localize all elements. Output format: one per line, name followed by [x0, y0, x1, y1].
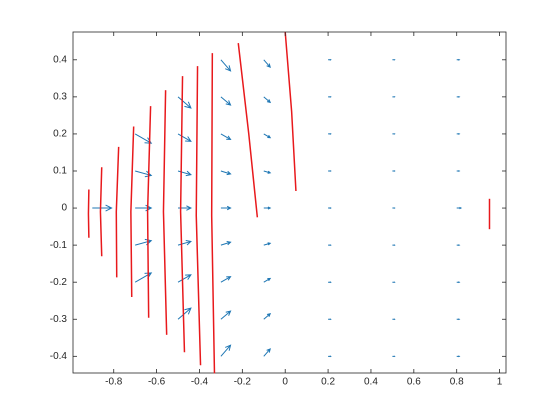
x-tick-label: 0.4: [364, 377, 378, 388]
level-line: [162, 90, 168, 335]
arrow: [177, 133, 192, 142]
x-tick-label: 0.2: [321, 377, 335, 388]
level-line: [130, 126, 135, 298]
arrow: [263, 133, 272, 139]
arrow: [328, 318, 332, 321]
arrow: [456, 206, 463, 210]
arrow: [92, 204, 113, 212]
y-tick-label: 0: [61, 203, 67, 214]
arrow: [263, 277, 272, 283]
x-tick-label: -0.2: [234, 377, 252, 388]
arrow: [392, 244, 396, 246]
arrow: [220, 133, 232, 141]
x-tick-label: 0.8: [450, 377, 464, 388]
level-line: [179, 76, 186, 353]
arrow: [177, 307, 192, 320]
arrow: [220, 310, 232, 320]
arrow: [263, 96, 272, 104]
arrow: [328, 281, 332, 284]
arrow: [263, 206, 272, 210]
level-line: [146, 106, 152, 318]
y-tick-label: -0.4: [50, 351, 68, 362]
arrow: [328, 355, 332, 358]
x-tick-label: 1: [497, 377, 503, 388]
y-tick-label: -0.1: [50, 240, 68, 251]
arrow: [263, 348, 271, 357]
level-line: [195, 66, 202, 366]
x-tick-label: -0.4: [191, 377, 209, 388]
level-line: [284, 31, 297, 192]
arrow: [177, 96, 192, 109]
arrow: [134, 133, 153, 144]
arrow: [456, 281, 461, 284]
arrow: [177, 170, 192, 177]
arrow: [456, 95, 461, 98]
arrow: [456, 133, 461, 135]
arrow: [392, 355, 396, 358]
arrow: [220, 59, 232, 72]
arrow: [177, 274, 192, 283]
arrow: [328, 207, 332, 209]
arrow: [328, 133, 332, 135]
arrow: [220, 170, 232, 176]
axes-box: [72, 31, 507, 374]
arrow: [263, 59, 271, 69]
arrow: [220, 96, 232, 106]
arrow: [220, 276, 232, 283]
arrow: [456, 170, 461, 172]
arrow: [392, 133, 396, 135]
level-line: [210, 53, 216, 374]
y-tick-label: -0.2: [50, 277, 68, 288]
arrow: [263, 242, 272, 246]
arrow: [328, 58, 332, 61]
arrow: [220, 241, 232, 246]
arrow: [328, 95, 332, 98]
level-line: [99, 167, 103, 257]
arrow: [392, 96, 396, 98]
y-tick-label: 0.1: [53, 166, 67, 177]
y-tick-label: -0.3: [50, 314, 68, 325]
arrow: [392, 58, 396, 61]
arrow: [392, 318, 396, 321]
arrow: [456, 355, 461, 358]
x-tick-label: -0.6: [148, 377, 166, 388]
x-tick-label: 0: [282, 377, 288, 388]
y-tick-label: 0.3: [53, 92, 67, 103]
arrow: [263, 170, 272, 174]
arrow: [220, 344, 232, 357]
arrow: [263, 312, 272, 320]
arrow: [328, 244, 332, 247]
arrow: [456, 244, 461, 247]
arrow: [220, 205, 232, 211]
y-tick-label: 0.2: [53, 129, 67, 140]
arrow: [392, 281, 396, 284]
level-line: [237, 43, 259, 218]
arrow: [392, 207, 396, 209]
arrow: [328, 170, 332, 172]
arrow: [392, 170, 396, 172]
level-line: [115, 146, 120, 278]
arrow: [177, 239, 192, 246]
arrow: [456, 318, 461, 321]
arrow: [456, 58, 461, 61]
x-tick-label: 0.6: [407, 377, 421, 388]
x-tick-label: -0.8: [105, 377, 123, 388]
y-tick-label: 0.4: [53, 54, 67, 65]
